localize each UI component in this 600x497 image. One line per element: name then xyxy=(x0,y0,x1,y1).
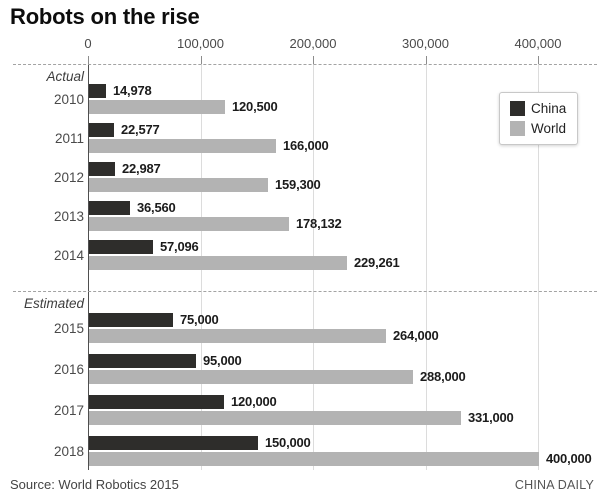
page-title: Robots on the rise xyxy=(10,4,200,29)
world-value-label: 229,261 xyxy=(354,255,400,270)
credit-note: CHINA DAILY xyxy=(514,478,594,492)
legend-box: China World xyxy=(499,92,579,145)
x-axis-tick-label: 400,000 xyxy=(514,36,562,51)
world-value-label: 331,000 xyxy=(468,410,514,425)
year-label: 2017 xyxy=(53,403,84,418)
china-bar xyxy=(89,84,106,98)
world-value-label: 178,132 xyxy=(296,216,342,231)
section-label: Estimated xyxy=(23,296,84,311)
world-value-label: 400,000 xyxy=(546,451,592,466)
year-label: 2015 xyxy=(53,321,84,336)
y-axis-line xyxy=(88,64,89,470)
section-divider-line xyxy=(13,64,597,65)
china-bar xyxy=(89,436,258,450)
vertical-gridline xyxy=(425,64,427,470)
x-axis-tick-label: 200,000 xyxy=(289,36,337,51)
legend-item-china: China xyxy=(510,101,566,116)
section-divider-line xyxy=(13,291,597,292)
bar-chart: 0 100,000 200,000 300,000 400,000 Actual 2010 1… xyxy=(13,36,597,470)
world-bar xyxy=(89,411,461,425)
world-value-label: 159,300 xyxy=(275,177,321,192)
china-bar xyxy=(89,162,115,176)
year-label: 2014 xyxy=(53,248,84,263)
world-bar xyxy=(89,370,413,384)
x-axis-tick-label: 100,000 xyxy=(177,36,224,51)
source-note: Source: World Robotics 2015 xyxy=(10,477,179,492)
vertical-gridline xyxy=(538,64,539,470)
world-bar xyxy=(89,178,268,192)
legend-label-world: World xyxy=(531,121,567,136)
x-axis-tick-mark xyxy=(425,56,427,66)
world-bar xyxy=(89,100,225,114)
world-value-label: 264,000 xyxy=(393,328,439,343)
legend-label-china: China xyxy=(531,101,567,116)
china-value-label: 14,978 xyxy=(113,83,152,98)
x-axis-tick-label: 300,000 xyxy=(402,36,449,51)
world-bar xyxy=(89,329,386,343)
china-bar xyxy=(89,201,130,215)
world-bar xyxy=(89,139,276,153)
china-color-swatch xyxy=(510,101,525,116)
world-value-label: 166,000 xyxy=(283,138,329,153)
china-value-label: 57,096 xyxy=(160,239,199,254)
x-axis-tick-mark xyxy=(538,56,539,66)
china-value-label: 36,560 xyxy=(137,200,176,215)
china-bar xyxy=(89,313,173,327)
china-value-label: 22,577 xyxy=(121,122,160,137)
legend-item-world: World xyxy=(510,121,566,136)
china-value-label: 150,000 xyxy=(265,435,311,450)
china-bar xyxy=(89,240,153,254)
x-axis-tick-label: 0 xyxy=(84,36,92,51)
x-axis-tick-mark xyxy=(313,56,314,66)
china-value-label: 22,987 xyxy=(122,161,161,176)
world-value-label: 288,000 xyxy=(420,369,466,384)
x-axis-tick-mark xyxy=(200,56,202,66)
year-label: 2010 xyxy=(53,92,84,107)
world-bar xyxy=(89,256,347,270)
year-label: 2013 xyxy=(53,209,84,224)
year-label: 2016 xyxy=(53,362,84,377)
china-bar xyxy=(89,395,224,409)
china-value-label: 120,000 xyxy=(231,394,277,409)
year-label: 2011 xyxy=(54,131,84,146)
section-label: Actual xyxy=(46,69,84,84)
world-value-label: 120,500 xyxy=(232,99,278,114)
china-value-label: 95,000 xyxy=(203,353,242,368)
china-value-label: 75,000 xyxy=(180,312,219,327)
year-label: 2012 xyxy=(53,170,84,185)
china-bar xyxy=(89,354,196,368)
world-bar xyxy=(89,217,289,231)
world-bar xyxy=(89,452,539,466)
china-bar xyxy=(89,123,114,137)
year-label: 2018 xyxy=(53,444,84,459)
x-axis-tick-mark xyxy=(88,56,89,66)
world-color-swatch xyxy=(510,121,525,136)
